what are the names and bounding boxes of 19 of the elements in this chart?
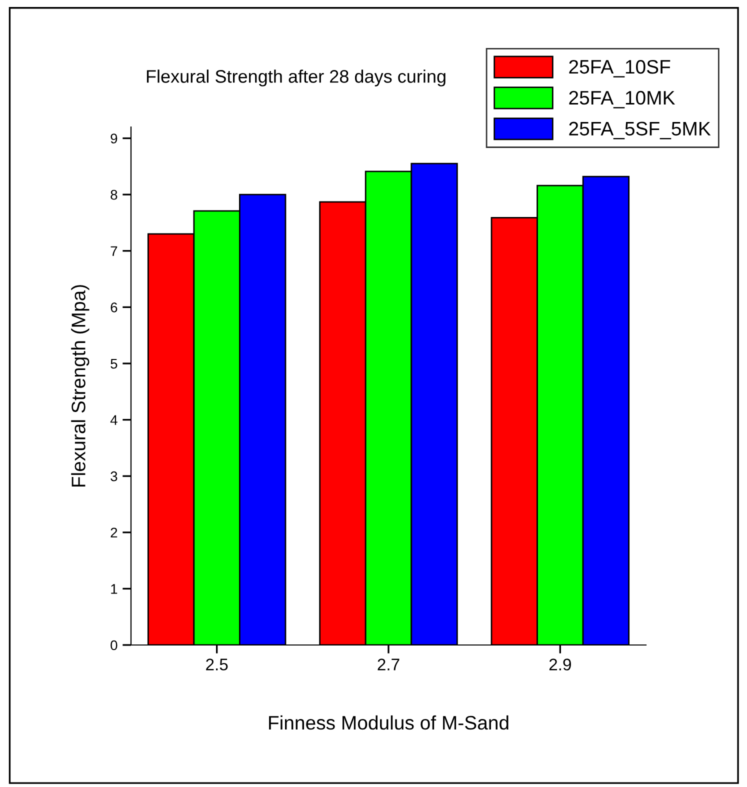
y-tick-label: 2 <box>110 528 118 538</box>
x-tick-label: 2.7 <box>378 658 400 670</box>
x-axis-title: Finness Modulus of M-Sand <box>269 715 508 730</box>
y-tick-label: 4 <box>110 415 118 425</box>
y-tick-label: 6 <box>110 302 118 312</box>
x-tick-label: 2.9 <box>549 658 571 670</box>
legend-label: 25FA_5SF_5MK <box>569 122 711 140</box>
y-tick-label: 0 <box>110 640 118 650</box>
legend-label: 25FA_10MK <box>569 90 676 108</box>
y-tick-label: 1 <box>111 584 118 594</box>
legend-label: 25FA_10SF <box>569 60 670 78</box>
y-tick-label: 5 <box>110 358 118 369</box>
y-tick-label: 7 <box>110 246 118 256</box>
x-tick-label: 2.5 <box>206 658 228 670</box>
y-tick-label: 3 <box>110 471 118 482</box>
chart-title: Flexural Strength after 28 days curing <box>146 70 446 86</box>
y-tick-label: 9 <box>110 134 118 144</box>
y-tick-label: 8 <box>110 190 118 200</box>
y-axis-title: Flexural Strength (Mpa) <box>71 285 90 487</box>
